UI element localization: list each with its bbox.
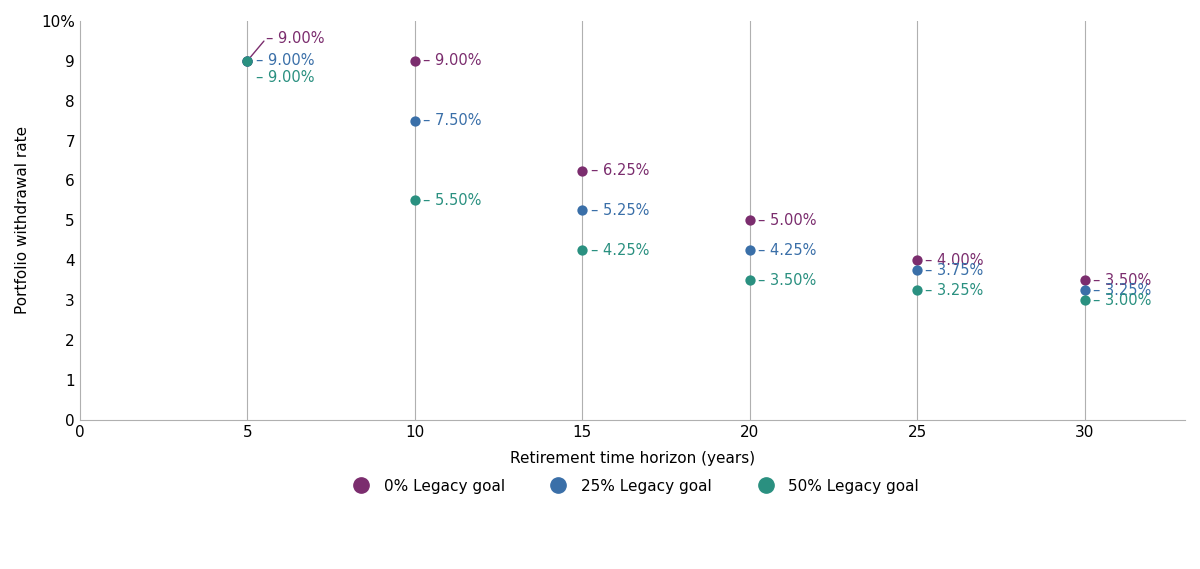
Point [406, 56, 425, 65]
Point [572, 246, 592, 255]
Point [406, 116, 425, 125]
Point [1075, 295, 1094, 304]
Text: – 4.00%: – 4.00% [925, 253, 984, 268]
Point [406, 196, 425, 205]
Point [572, 206, 592, 215]
Text: – 3.50%: – 3.50% [758, 273, 816, 288]
Point [1075, 286, 1094, 295]
Point [907, 266, 926, 275]
Point [907, 255, 926, 265]
X-axis label: Retirement time horizon (years): Retirement time horizon (years) [510, 451, 755, 465]
Text: – 7.50%: – 7.50% [424, 113, 481, 128]
Text: – 4.25%: – 4.25% [758, 243, 816, 258]
Text: – 3.25%: – 3.25% [925, 283, 984, 298]
Point [740, 216, 760, 225]
Text: – 9.00%: – 9.00% [256, 53, 314, 68]
Text: – 3.00%: – 3.00% [1093, 292, 1151, 308]
Point [907, 286, 926, 295]
Point [238, 56, 257, 65]
Y-axis label: Portfolio withdrawal rate: Portfolio withdrawal rate [14, 126, 30, 315]
Point [740, 246, 760, 255]
Point [238, 56, 257, 65]
Text: – 9.00%: – 9.00% [424, 53, 481, 68]
Point [572, 166, 592, 175]
Point [740, 275, 760, 284]
Text: – 5.25%: – 5.25% [590, 203, 649, 218]
Text: – 6.25%: – 6.25% [590, 163, 649, 178]
Text: – 5.50%: – 5.50% [424, 193, 481, 208]
Point [238, 56, 257, 65]
Text: – 3.50%: – 3.50% [1093, 273, 1151, 288]
Text: – 9.00%: – 9.00% [265, 31, 324, 47]
Text: – 5.00%: – 5.00% [758, 213, 816, 228]
Text: – 3.25%: – 3.25% [1093, 283, 1151, 298]
Text: – 9.00%: – 9.00% [256, 70, 314, 85]
Text: – 4.25%: – 4.25% [590, 243, 649, 258]
Text: – 3.75%: – 3.75% [925, 263, 984, 278]
Legend: 0% Legacy goal, 25% Legacy goal, 50% Legacy goal: 0% Legacy goal, 25% Legacy goal, 50% Leg… [340, 473, 925, 500]
Point [1075, 275, 1094, 284]
